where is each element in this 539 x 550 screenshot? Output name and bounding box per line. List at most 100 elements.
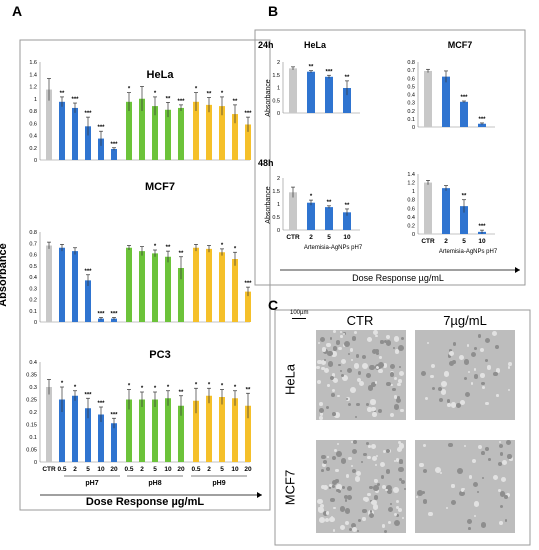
cell-dot (402, 517, 405, 520)
cell-dot (477, 491, 480, 494)
cell-dot (321, 455, 326, 460)
cell-dot (498, 443, 504, 449)
bar (193, 400, 199, 462)
cell-dot (393, 512, 397, 517)
cell-dot (372, 330, 379, 336)
cell-dot (398, 477, 403, 482)
cell-dot (393, 460, 396, 463)
significance-label: ** (60, 91, 65, 97)
cell-dot (371, 455, 377, 461)
cell-dot (399, 371, 405, 377)
bar (219, 106, 225, 160)
cell-dot (350, 358, 354, 362)
cell-dot (415, 495, 418, 498)
significance-label: ** (166, 96, 171, 102)
cell-dot (358, 519, 362, 523)
cell-dot (340, 373, 344, 378)
significance-label: * (141, 386, 144, 392)
cell-dot (422, 499, 428, 504)
cell-dot (349, 348, 354, 353)
micrograph-mcf7-treated (415, 440, 515, 533)
bar (152, 399, 158, 462)
cell-dot (321, 367, 325, 371)
cell-dot (327, 350, 334, 357)
bar (232, 398, 238, 462)
y-tick-label: 1.2 (29, 85, 37, 91)
cell-dot (319, 402, 323, 407)
cell-dot (320, 485, 325, 490)
x-tick-label: 2 (73, 466, 77, 473)
cell-dot (323, 484, 328, 490)
cell-dot (368, 385, 374, 391)
cell-dot (321, 347, 327, 352)
y-tick-label: 2 (277, 60, 280, 66)
y-tick-label: 1 (277, 202, 280, 208)
y-tick-label: 0 (412, 232, 415, 238)
cell-dot (474, 346, 478, 350)
cell-dot (382, 524, 386, 528)
x-tick-label: 5 (220, 466, 224, 473)
cell-dot (376, 483, 380, 487)
cell-dot (342, 375, 348, 381)
cell-dot (351, 336, 357, 341)
cell-dot (344, 521, 349, 526)
y-tick-label: 0.5 (272, 215, 280, 221)
cell-dot (329, 484, 333, 487)
x-tick-label: CTR (421, 238, 435, 245)
bar (325, 76, 333, 113)
panel-a-arrowhead (257, 492, 262, 498)
panel-b-frame (254, 29, 526, 286)
bar (206, 104, 212, 160)
cell-dot (396, 397, 402, 403)
y-tick-label: 0.1 (407, 117, 415, 123)
cell-dot (371, 499, 377, 506)
cell-dot (388, 507, 394, 513)
y-tick-label: 0.4 (29, 360, 37, 366)
cell-dot (335, 468, 339, 473)
significance-label: * (195, 382, 198, 388)
cell-dot (331, 484, 335, 488)
y-tick-label: 0 (34, 460, 37, 466)
bar (126, 247, 132, 322)
cell-dot (486, 365, 492, 370)
x-tick-label: CTR (42, 466, 56, 473)
bar (307, 71, 315, 113)
bar (307, 202, 315, 230)
cell-dot (367, 455, 371, 459)
cell-dot (357, 378, 361, 383)
bar (232, 114, 238, 160)
cell-dot (484, 447, 489, 451)
cell-dot (500, 476, 507, 483)
bar (126, 101, 132, 160)
cell-dot (374, 479, 378, 483)
bar (111, 318, 117, 322)
bar (98, 138, 104, 160)
cell-dot (377, 408, 383, 413)
bar (442, 188, 450, 234)
group-label: pH9 (212, 480, 225, 487)
x-tick-label: CTR (286, 234, 300, 241)
cell-dot (500, 491, 506, 497)
cell-dot (353, 440, 357, 445)
scale-bar (292, 318, 306, 319)
cell-dot (428, 511, 433, 517)
y-tick-label: 0.6 (29, 121, 37, 127)
cell-dot (472, 481, 478, 487)
cell-dot (448, 360, 454, 366)
cell-dot (330, 376, 335, 381)
chart-title: MCF7 (448, 40, 473, 50)
cell-dot (329, 516, 335, 523)
panel-a-frame (19, 39, 271, 511)
cell-dot (356, 402, 360, 407)
y-tick-label: 0.2 (407, 223, 415, 229)
y-tick-label: 1.4 (407, 172, 415, 178)
bar (111, 423, 117, 462)
y-tick-label: 0.2 (29, 298, 37, 304)
cell-dot (426, 341, 430, 345)
cell-dot (385, 339, 392, 346)
significance-label: *** (478, 117, 486, 123)
x-tick-label: 0.5 (124, 466, 133, 473)
cell-dot (470, 352, 477, 358)
significance-label: * (128, 87, 131, 93)
panel-c-frame (274, 309, 531, 546)
